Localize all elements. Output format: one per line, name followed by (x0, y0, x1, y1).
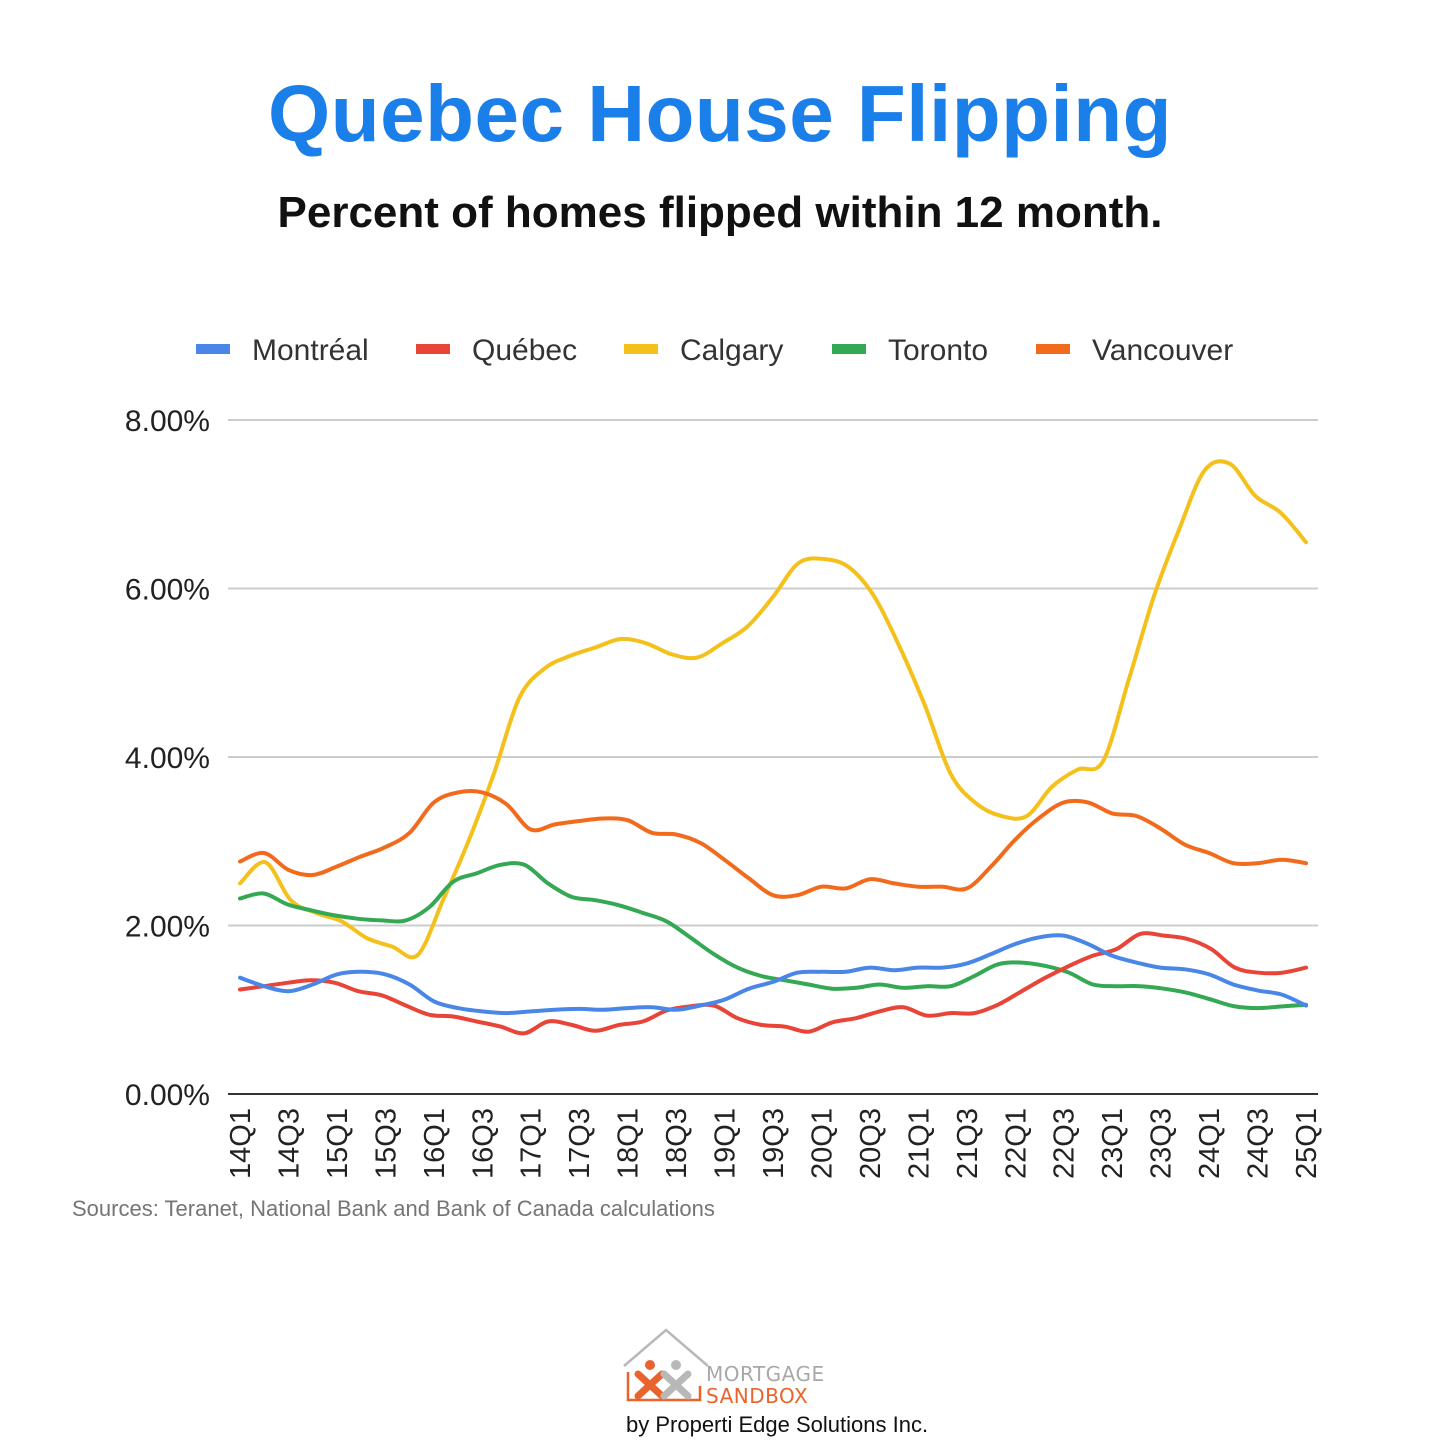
mortgage-sandbox-logo (623, 1328, 709, 1402)
series-line-toronto (238, 861, 1308, 1011)
x-tick-label: 16Q3 (467, 1108, 499, 1179)
x-tick-label: 15Q3 (370, 1108, 402, 1179)
x-tick-label: 23Q3 (1146, 1108, 1178, 1179)
logo-byline: by Properti Edge Solutions Inc. (626, 1412, 929, 1437)
series-line-vancouver (238, 789, 1308, 899)
y-tick-label: 2.00% (125, 911, 210, 944)
x-tick-label: 17Q1 (516, 1108, 548, 1179)
x-tick-label: 23Q1 (1097, 1108, 1129, 1179)
y-tick-label: 0.00% (125, 1079, 210, 1112)
x-tick-label: 15Q1 (322, 1108, 354, 1179)
chart-gridlines (228, 419, 1318, 1095)
x-tick-label: 21Q1 (903, 1108, 935, 1179)
series-line-quebec (238, 931, 1308, 1036)
y-tick-label: 4.00% (125, 742, 210, 775)
x-tick-label: 21Q3 (952, 1108, 984, 1179)
legend-swatch (1036, 344, 1070, 354)
legend-label: Calgary (680, 334, 783, 367)
x-tick-label: 22Q3 (1049, 1108, 1081, 1179)
chart-title: Quebec House Flipping (268, 69, 1172, 158)
y-axis: 0.00% 2.00% 4.00% 6.00% 8.00% (125, 405, 210, 1112)
x-tick-label: 18Q1 (613, 1108, 645, 1179)
x-tick-label: 24Q3 (1243, 1108, 1275, 1179)
legend-swatch (624, 344, 658, 354)
x-tick-label: 19Q1 (710, 1108, 742, 1179)
x-tick-label: 20Q3 (855, 1108, 887, 1179)
x-tick-label: 25Q1 (1291, 1108, 1323, 1179)
logo-text-sandbox: SANDBOX (706, 1384, 809, 1408)
legend-swatch (196, 344, 230, 354)
legend-swatch (416, 344, 450, 354)
y-tick-label: 6.00% (125, 574, 210, 607)
logo-text-mortgage: MORTGAGE (706, 1362, 825, 1386)
x-tick-label: 18Q3 (661, 1108, 693, 1179)
x-tick-label: 16Q1 (419, 1108, 451, 1179)
x-tick-label: 14Q1 (225, 1108, 257, 1179)
x-axis: 14Q1 14Q3 15Q1 15Q3 16Q1 16Q3 17Q1 17Q3 18Q1 18Q3… (225, 1108, 1323, 1179)
chart-series (238, 459, 1308, 1036)
x-tick-label: 14Q3 (273, 1108, 305, 1179)
x-tick-label: 20Q1 (806, 1108, 838, 1179)
x-tick-label: 22Q1 (1000, 1108, 1032, 1179)
x-tick-label: 19Q3 (758, 1108, 790, 1179)
chart-legend: Montréal Québec Calgary Toronto Vancouver (196, 334, 1233, 367)
x-tick-label: 17Q3 (564, 1108, 596, 1179)
series-line-calgary (238, 459, 1308, 960)
chart-subtitle: Percent of homes flipped within 12 month… (277, 188, 1163, 237)
legend-label: Montréal (252, 334, 369, 367)
legend-swatch (832, 344, 866, 354)
legend-label: Québec (472, 334, 577, 367)
x-tick-label: 24Q1 (1194, 1108, 1226, 1179)
line-chart: Montréal Québec Calgary Toronto Vancouver 0.… (125, 334, 1323, 1179)
legend-label: Toronto (888, 334, 988, 367)
source-note: Sources: Teranet, National Bank and Bank… (72, 1196, 715, 1221)
legend-label: Vancouver (1092, 334, 1233, 367)
y-tick-label: 8.00% (125, 405, 210, 438)
series-line-montreal (238, 933, 1308, 1016)
